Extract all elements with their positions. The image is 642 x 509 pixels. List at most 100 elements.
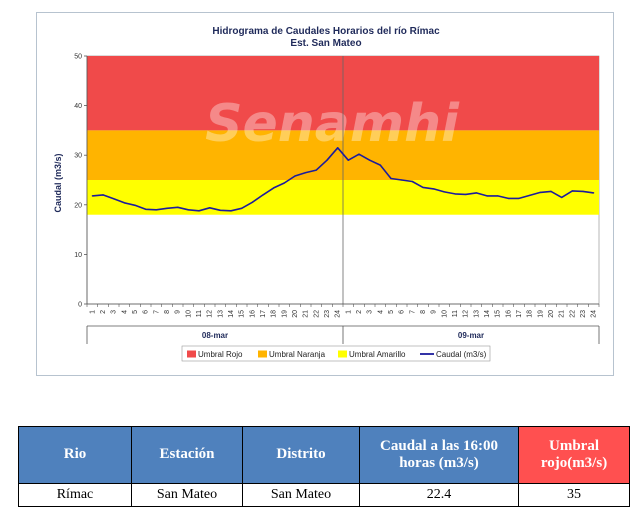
- data-point: [187, 209, 189, 211]
- day-label: 09-mar: [458, 331, 484, 340]
- data-point: [539, 191, 541, 193]
- x-tick-label: 9: [175, 310, 182, 314]
- x-tick-label: 14: [228, 310, 235, 318]
- y-tick-label: 40: [74, 103, 82, 110]
- data-point: [571, 190, 573, 192]
- legend-label: Umbral Amarillo: [349, 350, 406, 359]
- data-point: [123, 202, 125, 204]
- y-axis-label: Caudal (m3/s): [53, 153, 63, 212]
- x-tick-label: 14: [484, 310, 491, 318]
- data-point: [102, 194, 104, 196]
- data-point: [251, 201, 253, 203]
- data-point: [497, 195, 499, 197]
- x-tick-label: 7: [409, 310, 416, 314]
- table-row: Rímac San Mateo San Mateo 22.4 35: [18, 483, 630, 507]
- cell-estacion: San Mateo: [131, 483, 243, 507]
- x-tick-label: 6: [399, 310, 406, 314]
- data-point: [422, 186, 424, 189]
- data-point: [326, 159, 328, 161]
- x-tick-label: 24: [591, 310, 598, 318]
- cell-distrito: San Mateo: [242, 483, 360, 507]
- watermark-text: Senamhi: [205, 94, 460, 154]
- data-point: [166, 207, 168, 209]
- data-point: [262, 194, 264, 196]
- data-point: [219, 209, 221, 211]
- cell-rio: Rímac: [18, 483, 132, 507]
- x-tick-label: 5: [388, 310, 395, 314]
- y-tick-label: 10: [74, 252, 82, 259]
- x-tick-label: 12: [463, 310, 470, 318]
- x-tick-label: 19: [537, 310, 544, 318]
- x-tick-label: 19: [281, 310, 288, 318]
- legend-swatch: [338, 350, 347, 358]
- data-point: [529, 194, 531, 196]
- x-tick-label: 13: [217, 310, 224, 318]
- x-tick-label: 10: [185, 310, 192, 318]
- data-point: [369, 159, 371, 161]
- x-tick-label: 5: [132, 310, 139, 314]
- x-tick-label: 20: [548, 310, 555, 318]
- x-tick-label: 20: [292, 310, 299, 318]
- x-tick-label: 3: [111, 310, 118, 314]
- data-point: [401, 179, 403, 181]
- header-umbral-rojo: Umbral rojo(m3/s): [518, 426, 630, 484]
- legend-label: Umbral Naranja: [269, 350, 326, 359]
- y-tick-label: 30: [74, 153, 82, 160]
- data-point: [273, 187, 275, 189]
- station-table: Rio Estación Distrito Caudal a las 16:00…: [18, 426, 630, 507]
- x-tick-label: 4: [121, 310, 128, 314]
- x-tick-label: 16: [249, 310, 256, 318]
- x-tick-label: 1: [345, 310, 352, 314]
- table-header-row: Rio Estación Distrito Caudal a las 16:00…: [18, 426, 630, 484]
- x-tick-label: 10: [441, 310, 448, 318]
- x-tick-label: 17: [260, 310, 267, 318]
- day-label: 08-mar: [202, 331, 228, 340]
- x-tick-label: 21: [303, 310, 310, 318]
- data-point: [582, 190, 584, 193]
- x-tick-label: 23: [580, 310, 587, 318]
- y-tick-label: 0: [78, 302, 82, 309]
- header-rio: Rio: [18, 426, 132, 484]
- chart-canvas: Hidrograma de Caudales Horarios del río …: [53, 26, 600, 362]
- header-caudal: Caudal a las 16:00 horas (m3/s): [359, 426, 519, 484]
- header-distrito: Distrito: [242, 426, 360, 484]
- x-tick-label: 3: [367, 310, 374, 314]
- x-tick-label: 9: [431, 310, 438, 314]
- hydrograph-chart: Hidrograma de Caudales Horarios del río …: [36, 12, 614, 376]
- data-point: [433, 188, 435, 190]
- data-point: [454, 193, 456, 195]
- data-point: [155, 209, 157, 211]
- y-tick-label: 50: [74, 54, 82, 61]
- legend-swatch: [187, 350, 196, 358]
- x-tick-label: 18: [271, 310, 278, 318]
- data-point: [486, 195, 488, 197]
- x-tick-label: 11: [196, 310, 203, 317]
- x-tick-label: 13: [473, 310, 480, 318]
- series-line: [92, 147, 594, 212]
- legend-swatch: [258, 350, 267, 358]
- data-point: [315, 169, 317, 171]
- data-point: [443, 191, 445, 193]
- data-point: [550, 190, 552, 193]
- x-tick-label: 17: [516, 310, 523, 318]
- data-point: [507, 197, 509, 199]
- data-point: [230, 210, 232, 212]
- x-tick-label: 7: [153, 310, 160, 314]
- x-tick-label: 24: [335, 310, 342, 318]
- x-tick-label: 18: [527, 310, 534, 318]
- x-tick-label: 22: [569, 310, 576, 318]
- x-tick-label: 15: [495, 310, 502, 318]
- chart-title: Hidrograma de Caudales Horarios del río …: [212, 26, 440, 37]
- data-point: [283, 182, 285, 184]
- x-tick-label: 15: [239, 310, 246, 318]
- y-tick-label: 20: [74, 202, 82, 209]
- x-tick-label: 16: [505, 310, 512, 318]
- data-point: [518, 197, 520, 199]
- data-point: [379, 164, 381, 166]
- x-tick-label: 4: [377, 310, 384, 314]
- data-point: [561, 196, 563, 198]
- x-tick-label: 12: [207, 310, 214, 318]
- x-tick-label: 8: [164, 310, 171, 314]
- x-tick-label: 23: [324, 310, 331, 318]
- chart-subtitle: Est. San Mateo: [290, 38, 361, 49]
